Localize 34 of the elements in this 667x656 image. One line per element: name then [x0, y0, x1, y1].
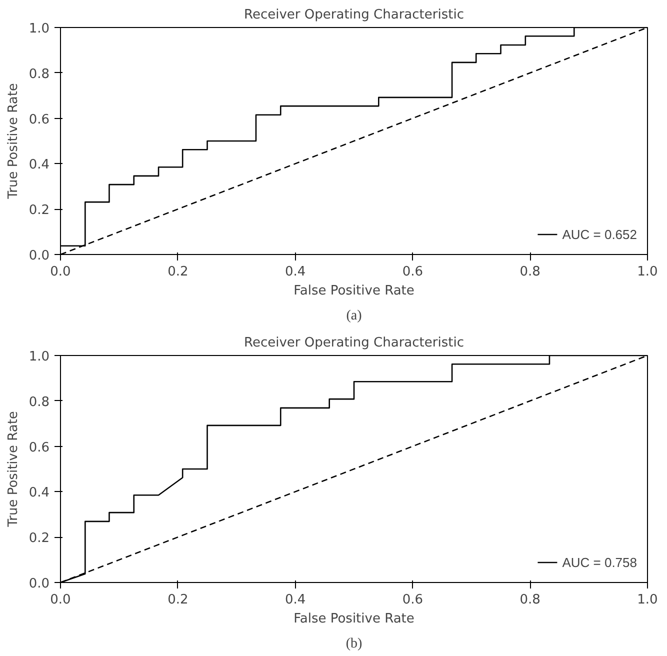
text: (b)	[346, 636, 362, 652]
x-tick-label: 0.8	[520, 264, 540, 280]
x-tick-label: 0.2	[168, 264, 188, 280]
legend-label: AUC = 0.652	[562, 226, 637, 242]
x-axis-title: False Positive Rate	[294, 284, 414, 298]
x-tick-label: 1.0	[637, 264, 658, 280]
y-tick-label: 0.6	[28, 440, 50, 456]
y-tick-label: 0.0	[28, 576, 50, 592]
chart-title: Receiver Operating Characteristic	[244, 8, 464, 22]
x-tick-label: 0.4	[284, 264, 306, 280]
y-tick-label: 0.8	[28, 394, 50, 410]
x-tick-label: 0.6	[402, 592, 424, 608]
y-axis-title: True Positive Rate	[6, 83, 21, 200]
x-tick-label: 0.0	[50, 264, 71, 280]
x-tick-label: 0.0	[50, 592, 71, 608]
y-tick-label: 0.2	[28, 531, 50, 546]
y-tick-label: 0.4	[28, 158, 50, 173]
y-tick-label: 0.0	[28, 248, 50, 264]
y-tick-label: 0.6	[28, 112, 50, 128]
x-tick-label: 0.6	[402, 264, 424, 280]
y-tick-label: 1.0	[28, 22, 50, 36]
x-tick-label: 0.2	[168, 592, 188, 608]
y-tick-label: 0.2	[28, 203, 50, 218]
y-tick-label: 0.4	[28, 486, 50, 501]
text: (a)	[346, 308, 362, 324]
x-axis-title: False Positive Rate	[294, 612, 414, 626]
x-tick-label: 1.0	[637, 592, 658, 608]
y-axis-title: True Positive Rate	[6, 411, 21, 528]
legend-label: AUC = 0.758	[562, 554, 637, 570]
y-tick-label: 1.0	[28, 350, 50, 364]
x-tick-label: 0.4	[284, 592, 306, 608]
chart-title: Receiver Operating Characteristic	[244, 336, 464, 350]
y-tick-label: 0.8	[28, 66, 50, 82]
x-tick-label: 0.8	[520, 592, 540, 608]
